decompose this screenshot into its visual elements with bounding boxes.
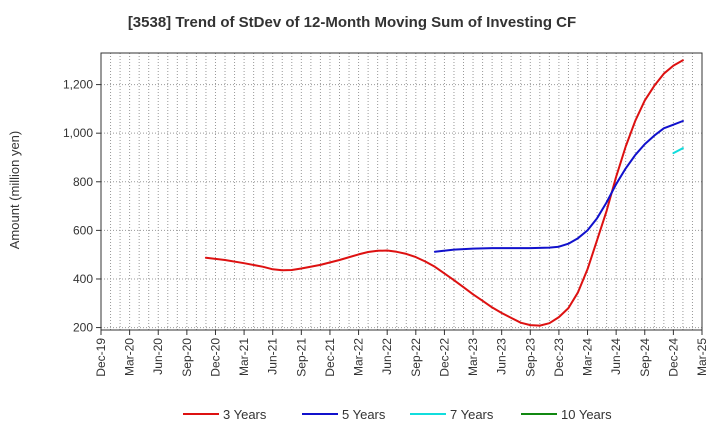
y-tick-label: 1,000 [63,126,93,140]
legend-label: 10 Years [561,407,612,422]
x-tick-label: Jun-23 [495,338,509,375]
y-tick-label: 800 [73,175,93,189]
x-tick-label: Dec-19 [94,338,108,377]
legend-label: 3 Years [223,407,267,422]
x-axis-ticks: Dec-19 Mar-20 Jun-20 Sep-20 Dec-20 Mar-21 Jun-… [94,330,709,377]
grid [100,53,703,330]
x-tick-label: Mar-24 [581,338,595,376]
x-tick-label: Sep-22 [409,338,423,377]
x-tick-label: Jun-20 [151,338,165,375]
x-tick-label: Sep-23 [523,338,537,377]
plot-area [100,52,703,331]
series-lines [204,59,684,327]
x-tick-label: Mar-23 [466,338,480,376]
x-tick-label: Dec-21 [323,338,337,377]
chart-title: [3538] Trend of StDev of 12-Month Moving… [128,14,576,31]
legend-label: 5 Years [342,407,386,422]
x-tick-label: Mar-20 [123,338,137,376]
y-axis-ticks: 200 400 600 800 1,000 1,200 [63,78,101,335]
x-tick-label: Sep-24 [638,338,652,377]
y-tick-label: 400 [73,272,93,286]
x-tick-label: Dec-22 [437,338,451,377]
y-axis-label: Amount (million yen) [7,131,22,250]
x-tick-label: Jun-21 [266,338,280,375]
x-tick-label: Sep-21 [294,338,308,377]
y-tick-label: 600 [73,223,93,237]
y-tick-label: 200 [73,321,93,335]
series-line-7-years [672,147,684,155]
x-tick-label: Dec-24 [666,338,680,377]
x-tick-label: Mar-22 [352,338,366,376]
x-tick-label: Jun-22 [380,338,394,375]
series-line-5-years [433,120,684,253]
x-tick-label: Dec-20 [208,338,222,377]
legend: 3 Years 5 Years 7 Years 10 Years [183,407,612,422]
x-tick-label: Mar-25 [695,338,709,376]
x-tick-label: Jun-24 [609,338,623,375]
x-tick-label: Sep-20 [180,338,194,377]
legend-label: 7 Years [450,407,494,422]
y-tick-label: 1,200 [63,78,93,92]
x-tick-label: Mar-21 [237,338,251,376]
x-tick-label: Dec-23 [552,338,566,377]
